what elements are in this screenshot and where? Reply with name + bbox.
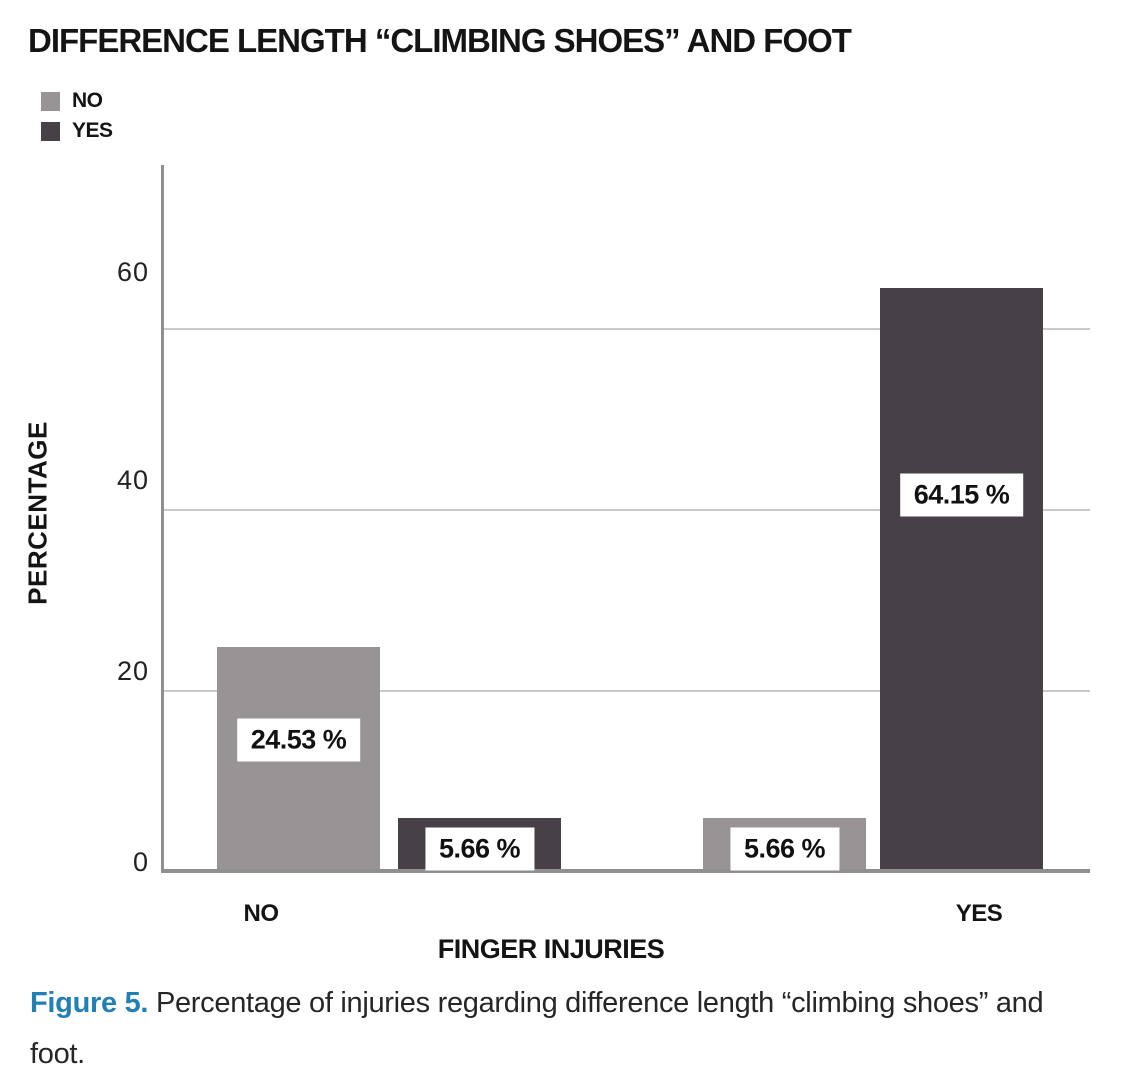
legend-item-yes: YES bbox=[41, 116, 113, 146]
legend-item-no: NO bbox=[41, 86, 113, 116]
gridline-20 bbox=[164, 690, 1090, 692]
x-category-label-yes: YES bbox=[955, 900, 1003, 927]
legend-swatch-no bbox=[41, 91, 60, 111]
plot-area: 0 20 40 60 24.53 % 5.66 % 5.66 % 64.15 % NO YES bbox=[117, 165, 1090, 927]
value-label-yes-yes: 64.15 % bbox=[899, 473, 1024, 517]
value-label-no-yes: 5.66 % bbox=[424, 827, 535, 871]
gridline-60 bbox=[164, 328, 1090, 330]
y-tick-label-60: 60 bbox=[116, 257, 149, 287]
value-label-yes-no: 5.66 % bbox=[729, 827, 840, 871]
legend-swatch-yes bbox=[41, 121, 60, 141]
x-axis-title: FINGER INJURIES bbox=[437, 934, 665, 964]
legend-label-yes: YES bbox=[72, 119, 113, 142]
value-label-no-no: 24.53 % bbox=[236, 718, 361, 762]
gridline-40 bbox=[164, 509, 1090, 511]
figure-caption: Figure 5. Percentage of injuries regardi… bbox=[30, 978, 1105, 1080]
y-tick-label-0: 0 bbox=[132, 847, 149, 877]
x-category-label-no: NO bbox=[243, 900, 280, 927]
y-axis-title: PERCENTAGE bbox=[22, 421, 53, 605]
y-tick-label-40: 40 bbox=[116, 465, 149, 495]
y-tick-label-20: 20 bbox=[116, 656, 149, 686]
legend-label-no: NO bbox=[72, 89, 103, 112]
bar-yes-yes bbox=[880, 288, 1043, 869]
chart-title: DIFFERENCE LENGTH “CLIMBING SHOES” AND F… bbox=[28, 22, 852, 59]
figure-caption-text: Percentage of injuries regarding differe… bbox=[30, 987, 1044, 1070]
legend: NO YES bbox=[41, 86, 113, 146]
figure-caption-label: Figure 5. bbox=[30, 987, 149, 1019]
